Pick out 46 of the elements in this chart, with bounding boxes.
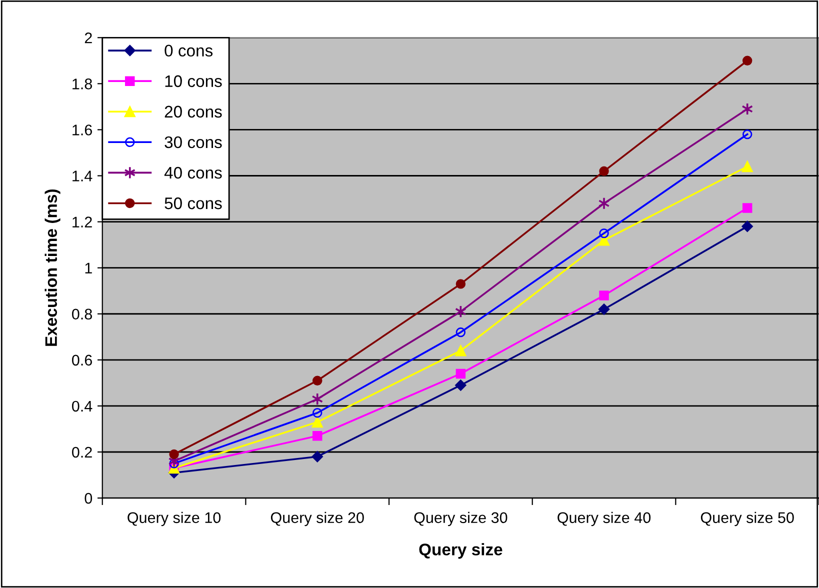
point	[169, 449, 179, 460]
point	[598, 304, 610, 315]
point	[456, 368, 466, 379]
point	[456, 327, 466, 338]
x-tick-label: Query size 10	[128, 512, 221, 526]
point	[742, 160, 753, 172]
point	[599, 166, 609, 176]
y-tick-label: 1.6	[72, 124, 92, 136]
point	[169, 458, 179, 468]
point	[742, 129, 752, 140]
y-tick-label: 1	[85, 262, 92, 274]
y-tick-label: 1.2	[72, 216, 92, 228]
x-tick-label: Query size 30	[414, 512, 508, 526]
y-tick-label: 1.8	[72, 78, 92, 90]
legend-label: 10 cons	[165, 75, 222, 88]
legend-label: 40 cons	[164, 166, 222, 179]
legend-label: 20 cons	[164, 106, 222, 118]
point	[742, 203, 752, 213]
legend-label: 0 cons	[164, 44, 213, 57]
x-tick-label: Query size 20	[270, 512, 364, 526]
y-axis-title: Execution time (ms)	[44, 189, 60, 346]
y-tick-label: 1.4	[72, 170, 92, 182]
y-tick-label: 0.8	[72, 308, 92, 320]
y-tick-label: 2	[84, 32, 92, 44]
y-tick-label: 0.4	[72, 400, 92, 412]
point	[742, 220, 753, 232]
point	[742, 56, 752, 66]
x-tick-label: Query size 50	[700, 512, 794, 526]
x-tick-label: Query size 40	[558, 512, 651, 526]
point	[312, 408, 322, 418]
point	[599, 290, 609, 300]
point	[455, 345, 466, 356]
legend-label: 30 cons	[164, 136, 222, 148]
point	[312, 416, 323, 428]
point	[598, 234, 610, 246]
point	[599, 228, 609, 238]
point	[312, 431, 322, 441]
y-tick-label: 0.6	[72, 354, 92, 366]
x-axis-title: Query size	[419, 543, 502, 559]
y-tick-label: 0	[84, 492, 92, 504]
point	[312, 450, 323, 462]
point	[312, 376, 322, 386]
point	[455, 380, 466, 391]
y-tick-label: 0.2	[72, 446, 92, 458]
point	[456, 279, 466, 289]
legend-label: 50 cons	[164, 197, 222, 210]
